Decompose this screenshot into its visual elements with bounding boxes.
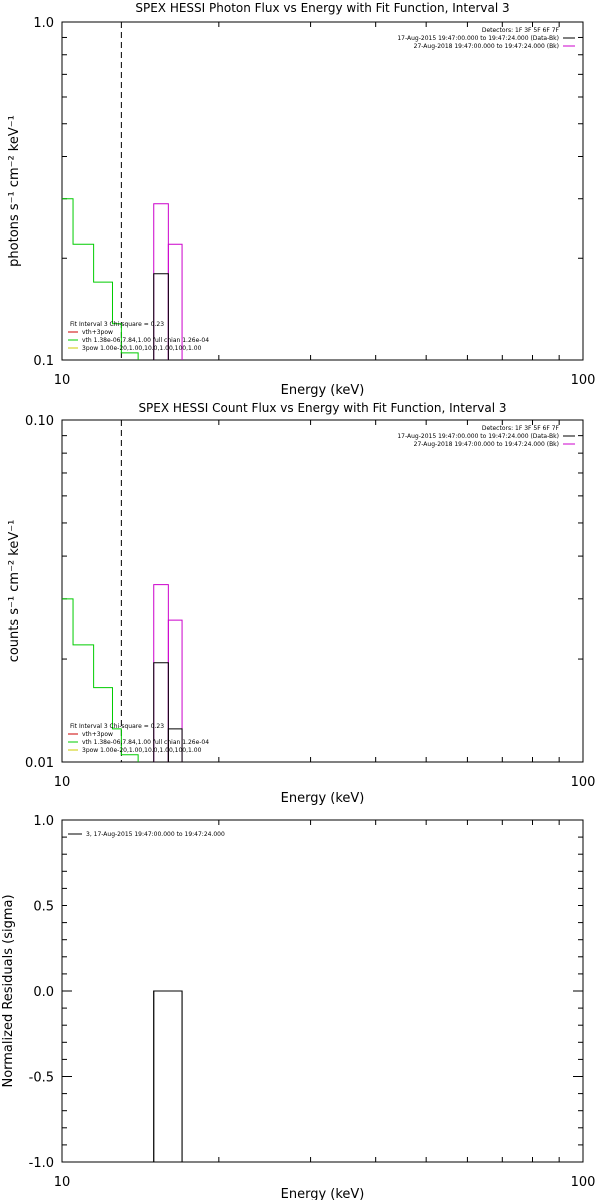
y-axis-label: Normalized Residuals (sigma): [1, 894, 16, 1087]
x-tick-label: 10: [54, 775, 71, 790]
chart-title: SPEX HESSI Photon Flux vs Energy with Fi…: [135, 1, 509, 15]
legend-entry: 3, 17-Aug-2015 19:47:00.000 to 19:47:24.…: [86, 831, 225, 838]
legend-entry: vth 1.38e-06,7.84,1.00 full chian 1.26e-…: [82, 739, 209, 746]
legend-entry: 27-Aug-2018 19:47:00.000 to 19:47:24.000…: [414, 441, 559, 448]
plot-frame: [61, 419, 584, 763]
x-tick-label: 100: [571, 373, 596, 388]
y-tick-label: 1.0: [33, 814, 54, 829]
legend-entry: Fit Interval 3 Chi-square = 0.23: [70, 321, 164, 328]
legend-entry: 3pow 1.00e-20,1.00,10.0,1.00,100,1.00: [82, 747, 202, 754]
y-axis-label: photons s⁻¹ cm⁻² keV⁻¹: [7, 115, 22, 267]
plot-frame: [61, 21, 584, 361]
legend-entry: vth+3pow: [82, 329, 113, 336]
legend-entry: vth+3pow: [82, 731, 113, 738]
series-bin: [153, 273, 169, 360]
x-axis-label: Energy (keV): [281, 1187, 365, 1200]
residual-bin: [153, 990, 183, 1162]
legend-entry: 27-Aug-2018 19:47:00.000 to 19:47:24.000…: [414, 43, 559, 50]
y-tick-label: -1.0: [29, 1156, 54, 1171]
series-bin: [168, 360, 182, 368]
legend-entry: vth 1.38e-06,7.84,1.00 full chian 1.26e-…: [82, 337, 209, 344]
series-bin: [153, 584, 169, 762]
legend-entry: 17-Aug-2015 19:47:00.000 to 19:47:24.000…: [397, 35, 559, 42]
y-tick-label: -0.5: [29, 1071, 54, 1086]
y-tick-label: 0.1: [33, 354, 54, 369]
y-axis-label: counts s⁻¹ cm⁻² keV⁻¹: [7, 520, 22, 663]
series-line: [62, 198, 139, 360]
y-tick-label: 0.0: [33, 985, 54, 1000]
x-tick-label: 100: [571, 775, 596, 790]
series-bin: [153, 662, 169, 762]
x-tick-label: 10: [54, 1175, 71, 1190]
x-axis-label: Energy (keV): [281, 383, 365, 398]
chart-title: SPEX HESSI Count Flux vs Energy with Fit…: [138, 401, 506, 415]
legend-entry: Fit Interval 3 Chi-square = 0.23: [70, 723, 164, 730]
y-tick-label: 1.0: [33, 16, 54, 31]
legend-entry: 3pow 1.00e-20,1.00,10.0,1.00,100,1.00: [82, 345, 202, 352]
legend-entry: Detectors: 1F 3F 5F 6F 7F: [482, 27, 560, 34]
series-bin: [167, 728, 183, 762]
legend-entry: 17-Aug-2015 19:47:00.000 to 19:47:24.000…: [397, 433, 559, 440]
x-axis-label: Energy (keV): [281, 791, 365, 806]
y-tick-label: 0.5: [33, 900, 54, 915]
x-tick-label: 10: [54, 373, 71, 388]
y-tick-label: 0.01: [25, 756, 54, 771]
plot-frame: [61, 819, 584, 1163]
x-tick-label: 100: [571, 1175, 596, 1190]
series-line: [62, 598, 139, 762]
legend-entry: Detectors: 1F 3F 5F 6F 7F: [482, 425, 560, 432]
series-bin: [153, 990, 183, 1162]
y-tick-label: 0.10: [25, 414, 54, 429]
